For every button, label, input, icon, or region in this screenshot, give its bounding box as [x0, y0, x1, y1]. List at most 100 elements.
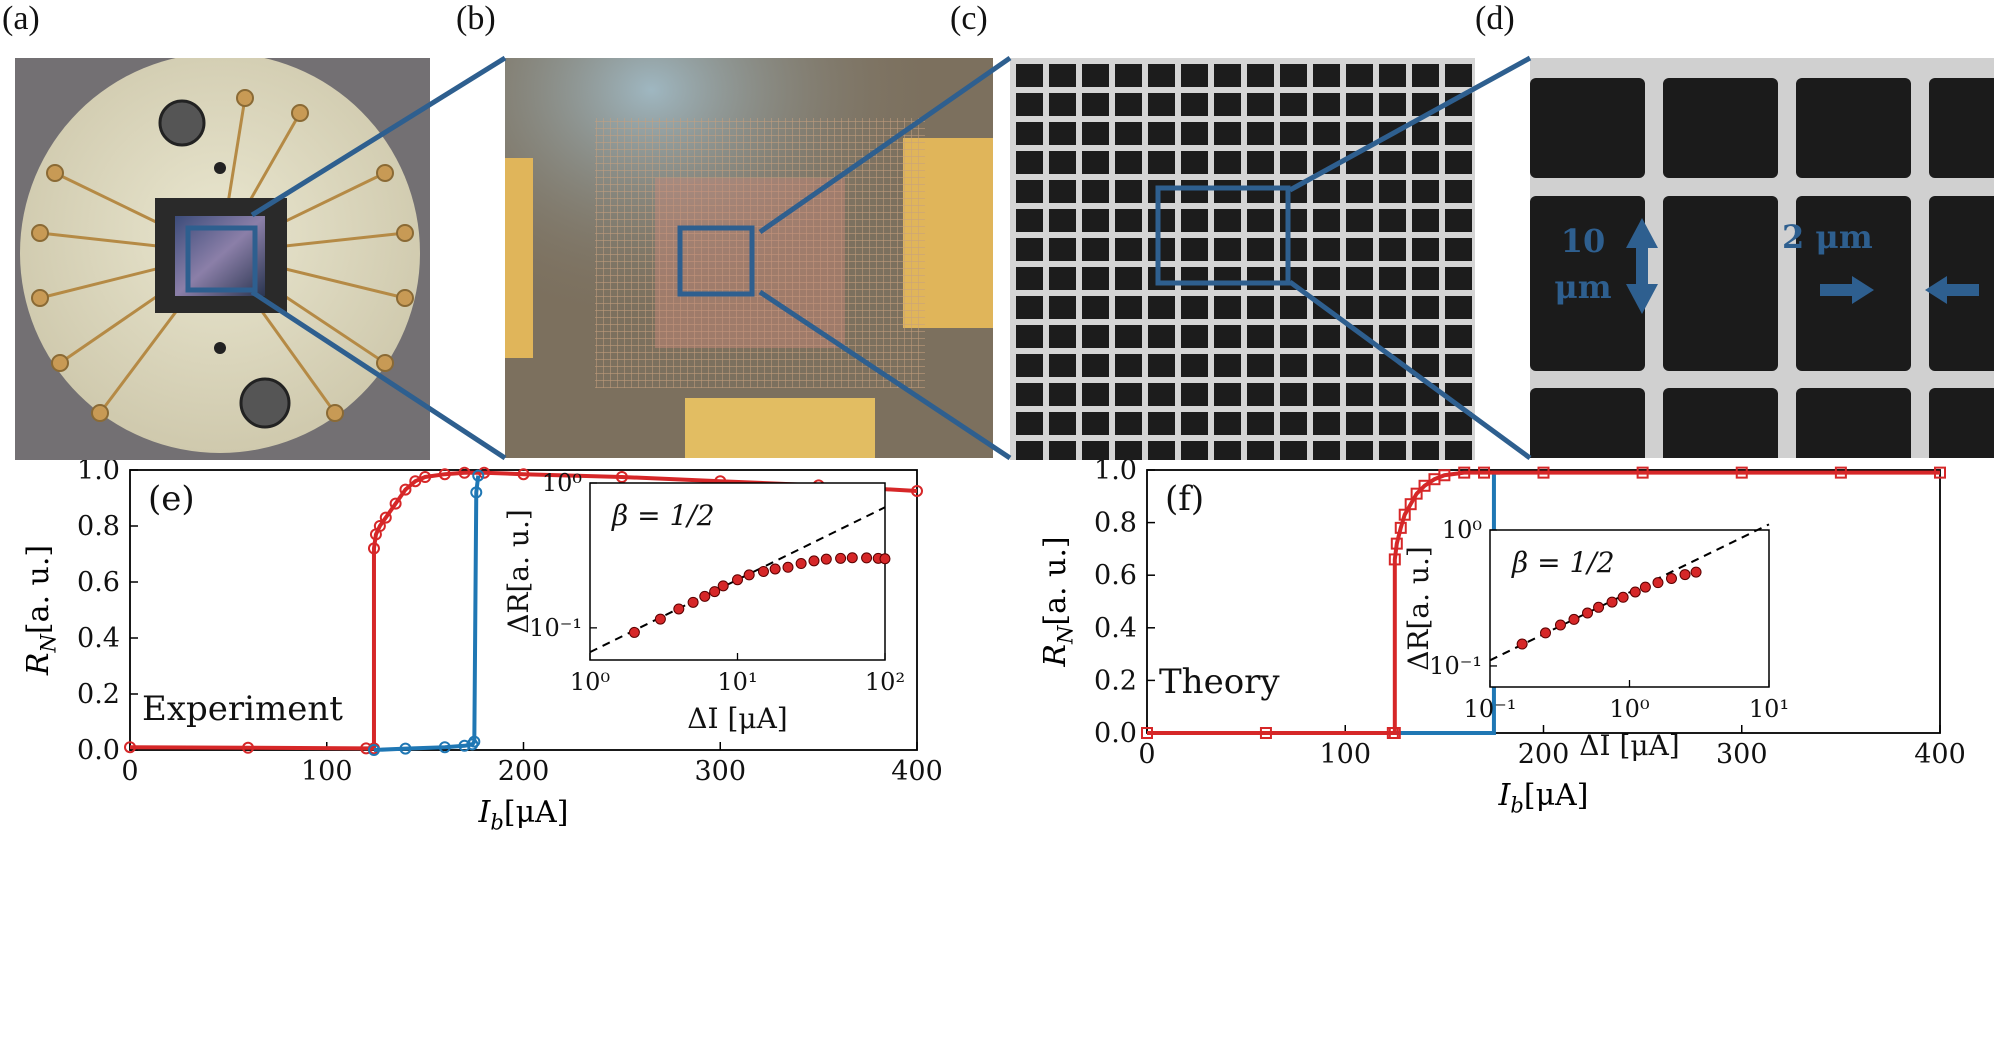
inset-data-point [757, 565, 769, 577]
inset-data-point [1540, 627, 1552, 639]
inset-plot: 10⁻¹ 10⁰ 10¹ 10⁻¹ 10⁰ β = 1/2 ΔI [μA] ΔR[a. u.] [1402, 516, 1789, 762]
y-tick-label: 0.6 [1094, 560, 1137, 591]
series-point [1141, 727, 1153, 739]
series-point [1394, 521, 1407, 534]
series-point [419, 471, 432, 483]
series-point [373, 520, 386, 532]
inset-y-tick-label: 10⁰ [542, 469, 582, 497]
series-point [1735, 466, 1748, 479]
series-point [1418, 479, 1431, 492]
inset-x-tick-label: 10⁰ [1609, 695, 1649, 723]
inset-data-point [795, 558, 807, 570]
inset-data-point [1582, 607, 1594, 619]
inset-y-tick-label: 10⁰ [1442, 516, 1482, 544]
series-point [517, 468, 530, 481]
series-point [466, 738, 479, 751]
screw-top [158, 99, 206, 147]
inset-x-tick-label: 10² [865, 668, 905, 696]
sem-image-zoom: 10 μm 2 μm [1530, 58, 1994, 458]
width-arrows-icon [1820, 276, 1979, 304]
height-label: 10 μm [1554, 222, 1612, 306]
inset-x-tick-label: 10⁰ [570, 668, 610, 696]
screw-bottom [239, 377, 291, 429]
inset-x-label: ΔI [μA] [1579, 729, 1679, 762]
y-tick-label: 1.0 [1094, 460, 1137, 486]
y-tick-label: 0.0 [1094, 718, 1137, 749]
x-tick-label: 100 [301, 756, 353, 787]
series-point [389, 497, 402, 510]
inset-data-point [846, 552, 858, 564]
inset-data-point [709, 586, 721, 598]
series-point [478, 466, 491, 479]
series-line [1147, 470, 1940, 735]
series-point [1410, 487, 1423, 500]
panel-label-c: (c) [950, 0, 988, 37]
inset-data-point [1690, 566, 1702, 578]
panel-label: (f) [1165, 479, 1204, 519]
inset-data-point [1593, 601, 1605, 613]
optical-micrograph [505, 58, 993, 458]
inset-fit-line [1489, 523, 1770, 662]
x-tick-label: 400 [1914, 739, 1966, 770]
series-point [1458, 466, 1471, 479]
series-point [379, 511, 392, 524]
inset-x-tick-label: 10⁻¹ [1464, 695, 1517, 723]
y-axis-label: RN[a. u.] [1038, 536, 1078, 667]
series-point [1390, 537, 1403, 550]
series-point [468, 735, 481, 748]
y-tick-label: 1.0 [77, 460, 120, 486]
inset-y-tick-label: 10⁻¹ [529, 614, 582, 642]
series-line [373, 475, 481, 752]
inset-x-tick-label: 10¹ [717, 668, 757, 696]
series-point [1388, 727, 1401, 739]
series-point [399, 742, 412, 755]
y-tick-label: 0.8 [77, 511, 120, 542]
y-tick-label: 0.4 [77, 623, 120, 654]
chart-experiment: 0 100 200 300 400 0.0 0.2 0.4 0.6 0.8 1.0 Ib[μA] RN[… [21, 460, 943, 835]
series-point [367, 744, 380, 756]
inset-x-tick-label: 10¹ [1749, 695, 1789, 723]
x-tick-label: 100 [1319, 739, 1371, 770]
inset-data-point [699, 590, 711, 602]
y-tick-label: 0.8 [1094, 508, 1137, 539]
series-point [470, 486, 483, 499]
series-point [124, 741, 136, 754]
inset-frame [1489, 529, 1770, 688]
sem-image-array [1010, 58, 1475, 460]
inset-data-point [687, 596, 699, 608]
inset-data-point [1652, 577, 1664, 589]
x-tick-label: 300 [694, 756, 746, 787]
inset-y-label: ΔR[a. u.] [1402, 546, 1435, 671]
series-point [615, 471, 628, 483]
series-point [438, 741, 451, 754]
inset-data-point [835, 552, 847, 564]
inset-data-point [1617, 591, 1629, 603]
y-tick-label: 0.6 [77, 567, 120, 598]
series-point [360, 742, 373, 755]
inset-data-point [1516, 638, 1528, 650]
x-tick-label: 200 [1518, 739, 1570, 770]
series-point [1636, 466, 1649, 479]
height-arrow-icon [1626, 218, 1658, 314]
device-photo [15, 58, 430, 460]
y-axis-label: RN[a. u.] [21, 545, 61, 676]
inset-y-tick-label: 10⁻¹ [1429, 652, 1482, 680]
panel-label-d: (d) [1475, 0, 1515, 37]
y-tick-label: 0.2 [77, 679, 120, 710]
x-tick-label: 400 [891, 756, 943, 787]
series-point [409, 475, 422, 488]
inset-data-point [628, 626, 640, 638]
inset-data-point [820, 553, 832, 565]
inset-x-label: ΔI [μA] [687, 702, 787, 735]
inset-data-point [861, 552, 873, 564]
inset-annotation: β = 1/2 [611, 499, 715, 532]
inset-data-point [769, 563, 781, 575]
chart-annotation: Experiment [142, 689, 343, 729]
x-axis-label: Ib[μA] [478, 795, 569, 835]
inset-plot: 10⁰ 10¹ 10² 10⁻¹ 10⁰ β = 1/2 ΔI [μA] ΔR[a. u.] [502, 469, 905, 735]
x-tick-label: 300 [1716, 739, 1768, 770]
series-point [242, 741, 255, 754]
x-tick-label: 200 [498, 756, 550, 787]
series-point [472, 469, 485, 482]
series-point [911, 485, 923, 497]
